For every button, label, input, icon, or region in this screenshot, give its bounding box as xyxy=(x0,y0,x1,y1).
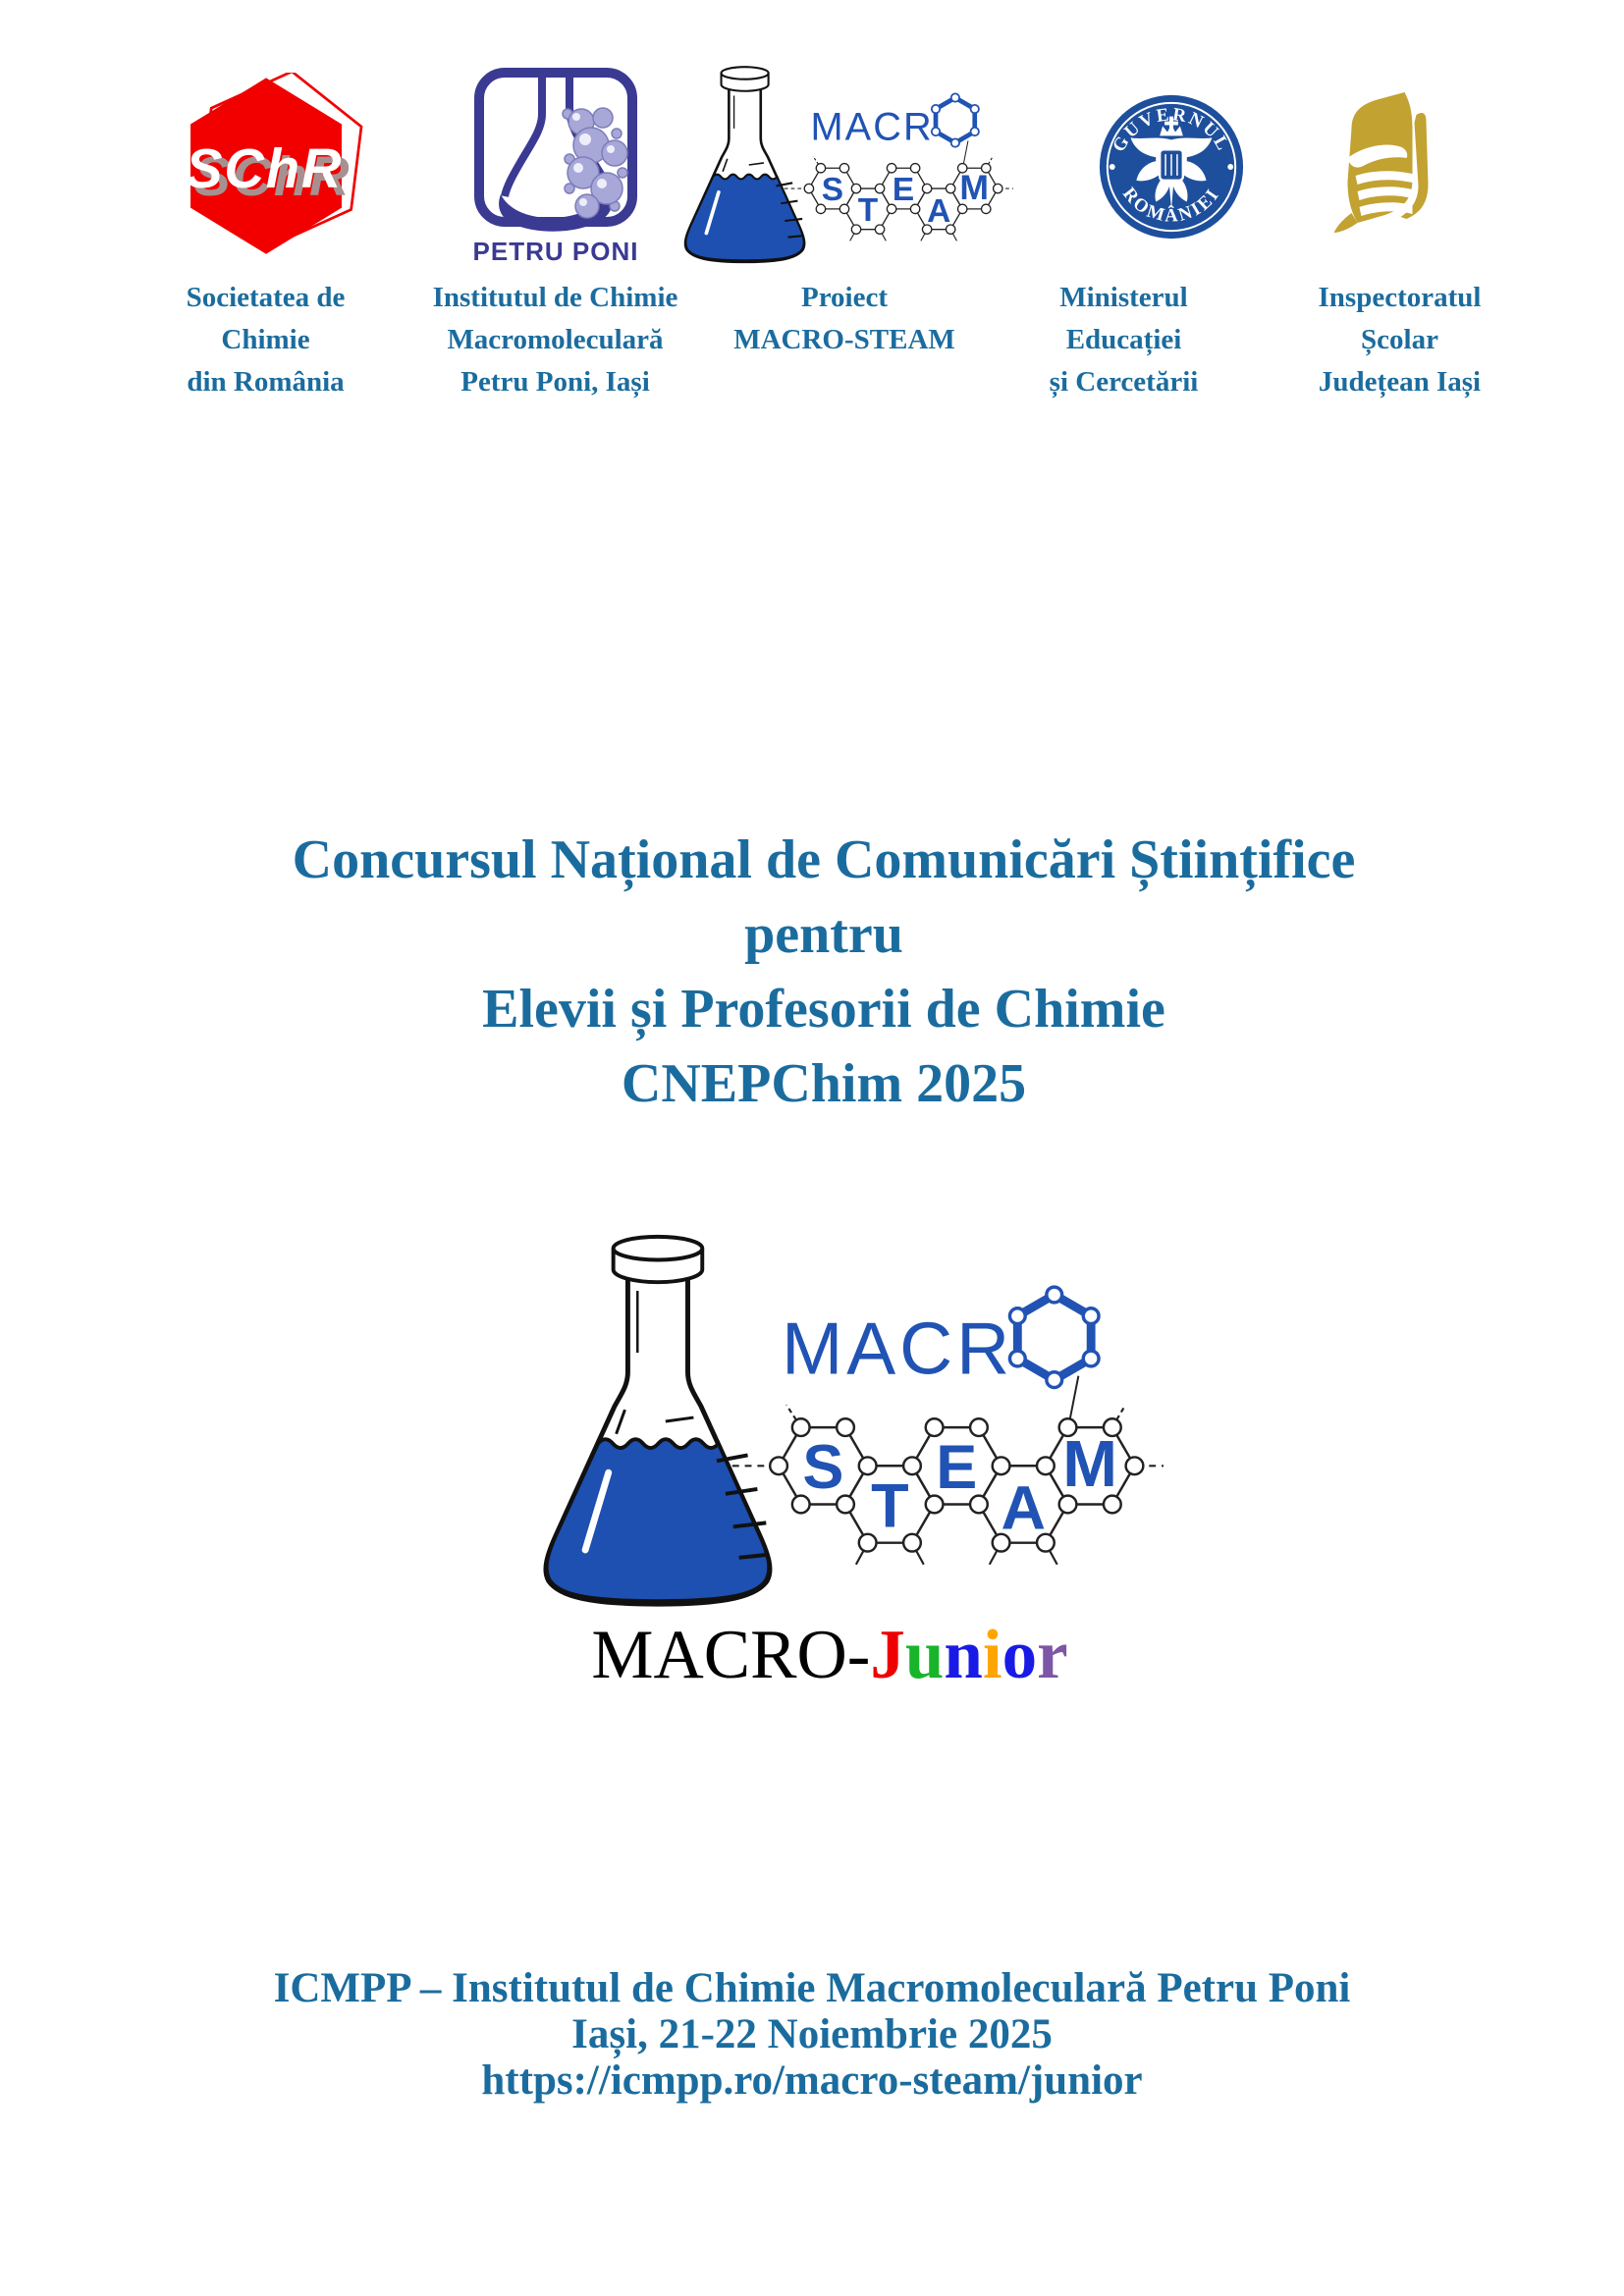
logo-column-schr: SChR SChR Societatea de Chimie din Român… xyxy=(145,57,386,403)
hand-cutout xyxy=(1347,144,1412,216)
petru-poni-logo-box: PETRU PONI xyxy=(430,57,680,277)
caption-line: și Cercetării xyxy=(1049,366,1199,398)
macro-junior-wordmark: MACRO-Junior xyxy=(0,1616,1624,1694)
caption-line: Educației xyxy=(1065,324,1182,355)
flask-ticks xyxy=(615,1291,768,1560)
junior-letter: r xyxy=(1037,1617,1068,1693)
schr-hexagon-icon: SChR SChR xyxy=(186,73,362,254)
logo-column-macro-steam: MACR xyxy=(668,57,1021,361)
macro-steam-logo-box: MACR xyxy=(668,57,1021,277)
caption-line: Școlar xyxy=(1361,324,1438,355)
macro-steam-caption: Proiect MACRO-STEAM xyxy=(668,277,1021,361)
caption-line: MACRO-STEAM xyxy=(733,324,955,355)
benzene-o-icon xyxy=(933,94,977,146)
schr-text-shadow: SChR xyxy=(193,145,351,207)
petru-poni-flask-icon: PETRU PONI xyxy=(472,68,638,266)
junior-prefix: MACRO- xyxy=(591,1617,871,1693)
flask-icon xyxy=(543,1234,773,1607)
schr-logo-box: SChR SChR xyxy=(145,57,386,277)
junior-letter: o xyxy=(1001,1617,1038,1693)
steam-letters: S T E A M xyxy=(802,1427,1117,1542)
svg-text:M: M xyxy=(959,168,989,207)
logo-column-petru-poni: PETRU PONI Institutul de Chimie Macromol… xyxy=(430,57,680,403)
chain-nodes xyxy=(768,1416,1145,1553)
caption-line: din România xyxy=(187,366,345,398)
chain-nodes xyxy=(803,162,1003,235)
caption-line: Județean Iași xyxy=(1318,366,1482,398)
macro-wordmark: MACR xyxy=(810,92,980,168)
macro-wordmark: MACR xyxy=(782,1285,1101,1426)
svg-text:S: S xyxy=(802,1433,843,1502)
benzene-o-icon xyxy=(1012,1289,1096,1385)
guvernul-logo-box: GUVERNUL ROMÂNIEI xyxy=(994,57,1254,277)
junior-letter: n xyxy=(944,1617,983,1693)
svg-text:A: A xyxy=(927,193,950,230)
macro-steam-large-logo: MACR xyxy=(527,1229,1165,1622)
svg-text:T: T xyxy=(871,1471,909,1540)
caption-line: Ministerul xyxy=(1059,282,1188,313)
junior-letter: i xyxy=(982,1617,1002,1693)
flask-ticks xyxy=(721,95,803,239)
svg-text:A: A xyxy=(1001,1473,1046,1542)
petru-poni-text: PETRU PONI xyxy=(472,237,638,266)
hand-book-icon xyxy=(1333,92,1428,233)
macro-steam-flask-icon: MACR xyxy=(683,66,1013,264)
romania-government-seal-icon: GUVERNUL ROMÂNIEI xyxy=(1099,94,1243,240)
event-title: Concursul Național de Comunicări Științi… xyxy=(0,823,1624,1121)
macro-text: MACR xyxy=(810,105,933,148)
petru-poni-flask-base xyxy=(498,193,612,232)
footer-venue: ICMPP – Institutul de Chimie Macromolecu… xyxy=(273,1965,1351,2011)
footer-date: Iași, 21-22 Noiembrie 2025 xyxy=(571,2011,1053,2057)
junior-letter: u xyxy=(904,1617,945,1693)
title-line: CNEPChim 2025 xyxy=(621,1053,1027,1114)
caption-line: Inspectoratul xyxy=(1318,282,1482,313)
eagle-emblem xyxy=(1130,116,1212,210)
schr-text: SChR xyxy=(186,137,343,199)
inspectorat-caption: Inspectoratul Școlar Județean Iași xyxy=(1265,277,1535,403)
junior-letters: Junior xyxy=(870,1617,1067,1693)
svg-text:E: E xyxy=(892,172,913,208)
schr-front-hexagon xyxy=(189,78,342,254)
svg-text:S: S xyxy=(821,172,842,208)
schr-caption: Societatea de Chimie din România xyxy=(145,277,386,403)
logo-column-guvernul: GUVERNUL ROMÂNIEI Ministerul Educației xyxy=(994,57,1254,403)
caption-line: Societatea de xyxy=(186,282,346,313)
junior-letter: J xyxy=(870,1617,905,1693)
hexagon-chain xyxy=(807,167,999,231)
guvernul-caption: Ministerul Educației și Cercetării xyxy=(994,277,1254,403)
footer-info: ICMPP – Institutul de Chimie Macromolecu… xyxy=(0,1965,1624,2104)
caption-line: Institutul de Chimie xyxy=(432,282,678,313)
inspectorat-logo-box xyxy=(1265,57,1535,277)
macro-text: MACR xyxy=(782,1308,1013,1390)
svg-text:E: E xyxy=(936,1433,977,1502)
logo-column-inspectorat: Inspectoratul Școlar Județean Iași xyxy=(1265,57,1535,403)
flask-icon xyxy=(683,66,805,264)
molecule-spheres xyxy=(561,107,628,219)
caption-line: Macromoleculară xyxy=(447,324,664,355)
steam-letters: S T E A M xyxy=(821,168,988,230)
title-line: Concursul Național de Comunicări Științi… xyxy=(292,829,1356,890)
title-line: pentru xyxy=(744,904,903,965)
caption-line: Petru Poni, Iași xyxy=(460,366,650,398)
svg-text:T: T xyxy=(857,192,878,229)
svg-text:M: M xyxy=(1062,1427,1117,1501)
caption-line: Chimie xyxy=(221,324,310,355)
caption-line: Proiect xyxy=(800,282,889,313)
junior-url-link[interactable]: https://icmpp.ro/macro-steam/junior xyxy=(481,2057,1143,2104)
petru-poni-caption: Institutul de Chimie Macromoleculară Pet… xyxy=(430,277,680,403)
title-line: Elevii și Profesorii de Chimie xyxy=(482,979,1165,1040)
macro-steam-flask-icon-large: MACR xyxy=(543,1234,1164,1607)
